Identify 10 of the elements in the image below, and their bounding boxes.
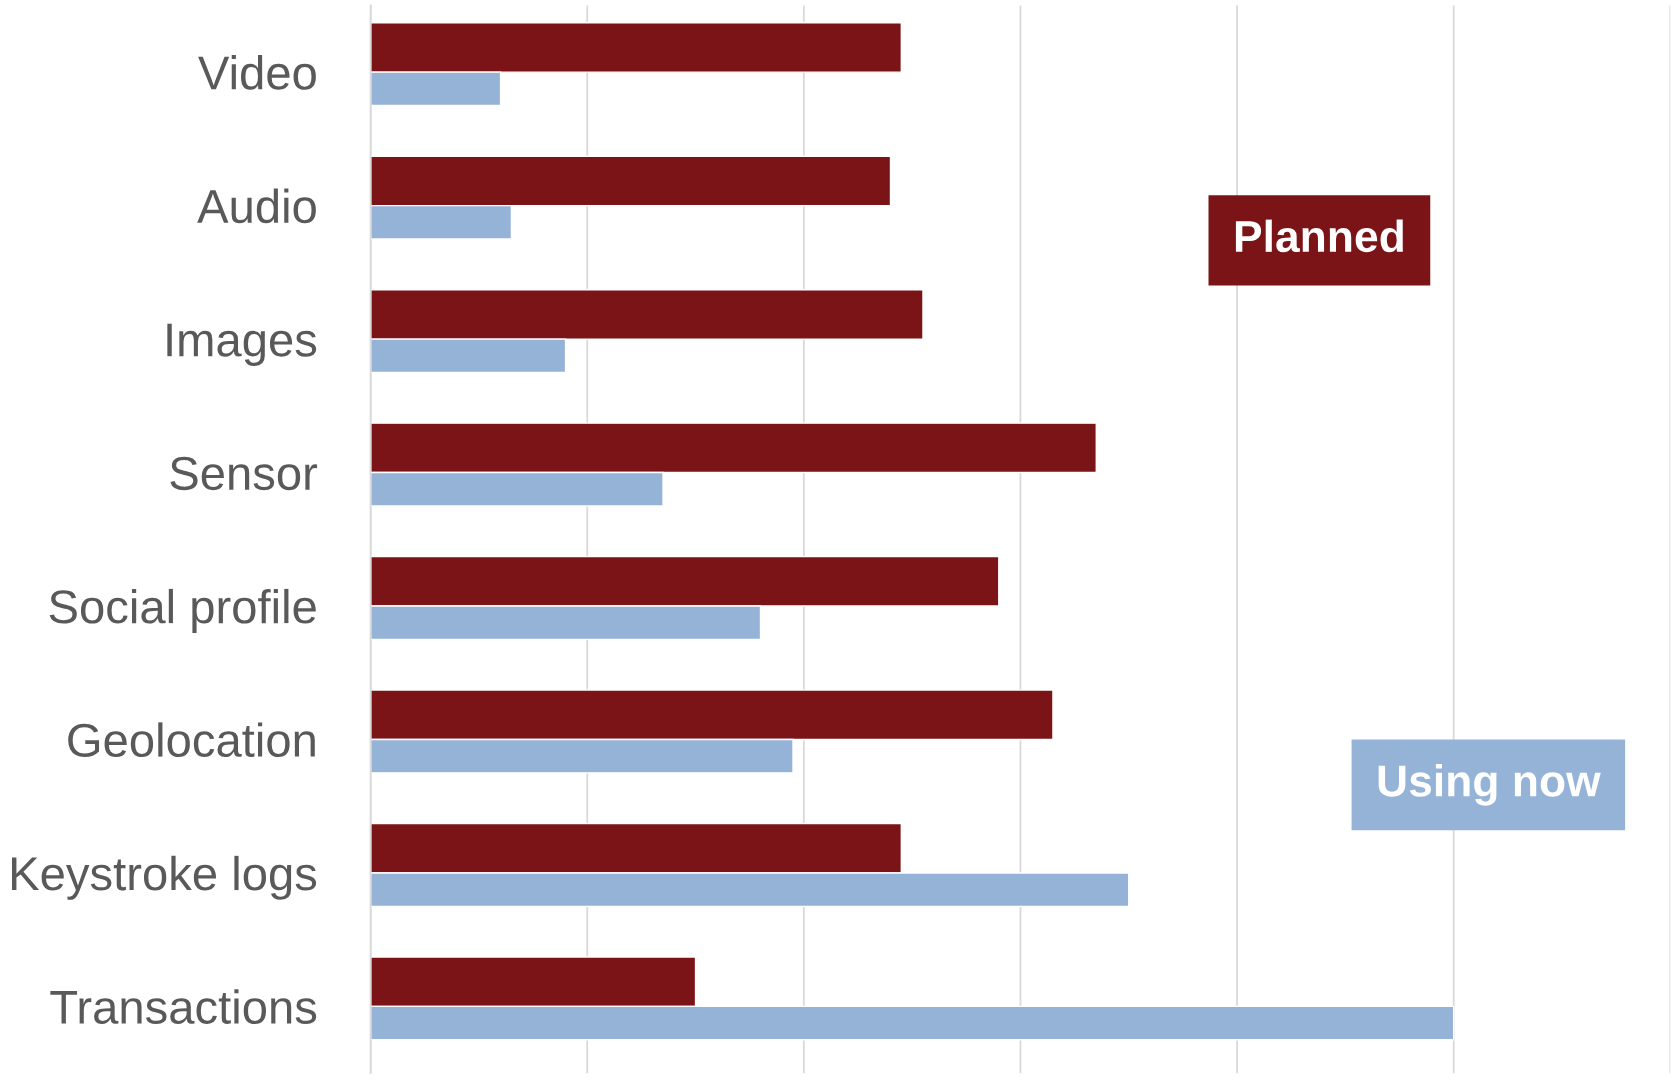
y-tick-label: Video	[198, 55, 316, 90]
text: Using now	[1378, 764, 1601, 806]
y-tick-label: Audio	[197, 188, 316, 224]
y-tick-label: Social profile	[49, 588, 316, 633]
y-tick-label: Geolocation	[68, 722, 315, 758]
y-tick-label: Keystroke logs	[12, 855, 317, 900]
text: Planned	[1235, 219, 1403, 253]
y-tick-label: Transactions	[50, 989, 317, 1024]
y-tick-label: Sensor	[170, 456, 318, 491]
y-tick-label: Images	[167, 323, 317, 366]
